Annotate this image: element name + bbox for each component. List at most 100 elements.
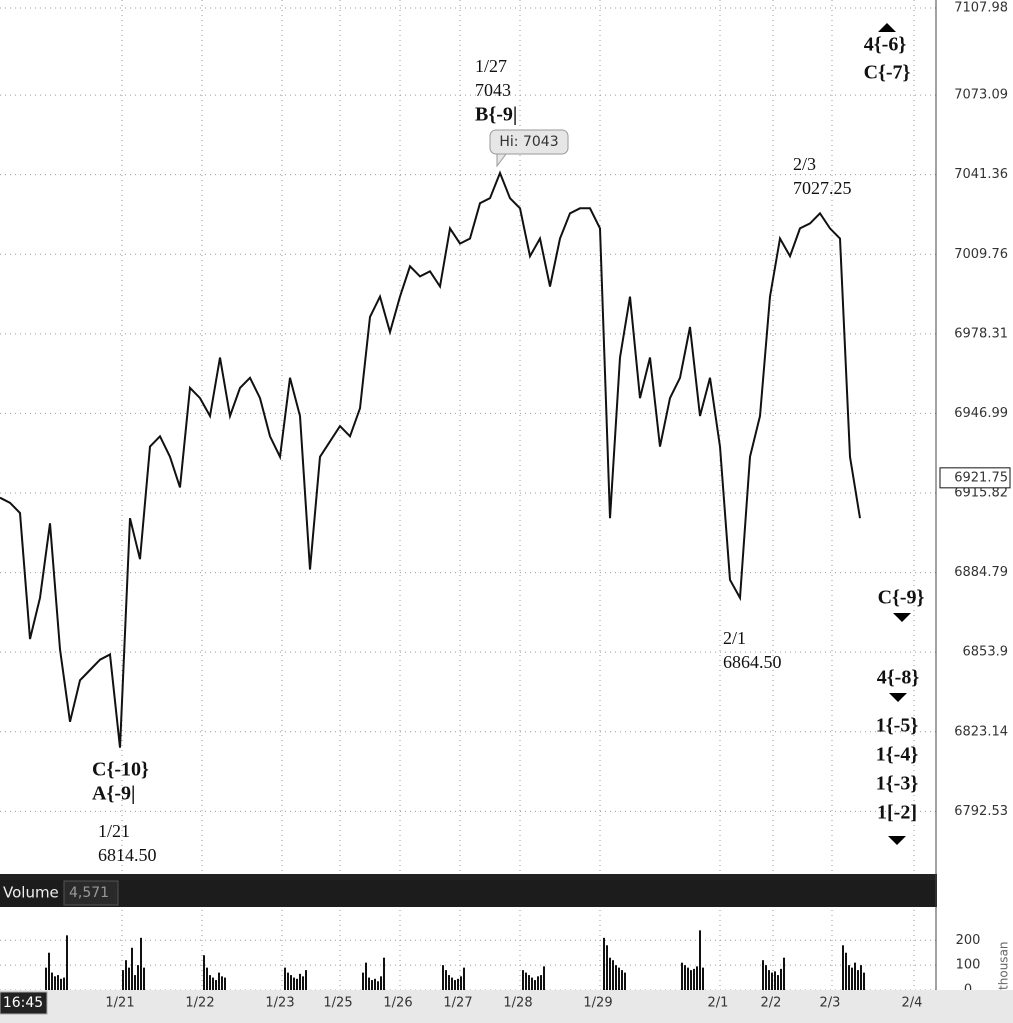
volume-bar [848, 965, 850, 990]
volume-bar [215, 980, 217, 990]
volume-bar [365, 962, 367, 990]
volume-bar [374, 978, 376, 990]
x-tick-label: 2/3 [820, 996, 841, 1011]
volume-bar [48, 952, 50, 990]
x-tick-label: 2/1 [708, 996, 729, 1011]
volume-header [0, 880, 937, 907]
volume-bar [305, 970, 307, 990]
volume-bar [609, 957, 611, 990]
volume-bar [448, 975, 450, 990]
y-tick-label: 7073.09 [954, 88, 1008, 103]
volume-tick-label: 100 [956, 958, 981, 973]
price-annotation: C{-10} [92, 759, 149, 781]
wave-label: 1{-4} [876, 744, 919, 766]
volume-bar [203, 955, 205, 990]
volume-bar [362, 972, 364, 990]
x-tick-label: 1/23 [265, 996, 294, 1011]
volume-bar [854, 962, 856, 990]
wave-label: 4{-6} [864, 34, 907, 56]
volume-bar [860, 965, 862, 990]
volume-bar [284, 967, 286, 990]
x-tick-label: 1/29 [583, 996, 612, 1011]
volume-bar [383, 957, 385, 990]
volume-bar [380, 976, 382, 990]
volume-bar [460, 976, 462, 990]
volume-bar [122, 970, 124, 990]
volume-bar [615, 965, 617, 990]
volume-bar [51, 972, 53, 990]
volume-bar [63, 977, 65, 990]
y-tick-label: 7107.98 [954, 1, 1008, 16]
volume-bar [368, 977, 370, 990]
volume-bar [57, 975, 59, 990]
volume-bar [218, 972, 220, 990]
volume-bar [771, 972, 773, 990]
volume-bar [534, 980, 536, 990]
arrow-down [888, 836, 906, 845]
volume-bar [765, 965, 767, 990]
time-box [0, 991, 48, 1015]
y-tick-label: 6946.99 [954, 406, 1008, 421]
volume-last: 4,571 [69, 885, 109, 901]
volume-bar [603, 937, 605, 990]
volume-bar [845, 952, 847, 990]
volume-bar [842, 945, 844, 990]
volume-bar [774, 971, 776, 990]
wave-label: C{-9} [878, 587, 925, 609]
volume-bar [528, 975, 530, 990]
price-annotation: 6814.50 [98, 845, 157, 865]
volume-bar [699, 930, 701, 990]
price-annotation: 7043 [475, 80, 511, 100]
volume-bar [783, 957, 785, 990]
volume-bar [693, 968, 695, 990]
arrow-down [893, 613, 911, 622]
volume-bar [296, 978, 298, 990]
volume-bar [525, 972, 527, 990]
hi-label: Hi: 7043 [499, 134, 558, 150]
volume-bar [457, 978, 459, 990]
y-tick-label: 7009.76 [954, 247, 1008, 262]
volume-bar [522, 970, 524, 990]
volume-bar [696, 966, 698, 990]
price-annotation: 2/1 [723, 628, 746, 648]
volume-bar [690, 970, 692, 990]
volume-bar [851, 967, 853, 990]
wave-label: 1[-2] [877, 802, 917, 824]
price-annotation: 2/3 [793, 154, 816, 174]
volume-bar [618, 967, 620, 990]
volume-bar [66, 935, 68, 990]
price-annotation: 1/27 [475, 56, 507, 76]
volume-bar [687, 967, 689, 990]
volume-bar [684, 965, 686, 990]
price-annotation: B{-9| [475, 104, 517, 126]
time-axis [0, 990, 1013, 1023]
wave-label: 4{-8} [877, 667, 920, 689]
y-tick-label: 6792.53 [954, 804, 1008, 819]
volume-bar [606, 945, 608, 990]
volume-bar [537, 976, 539, 990]
volume-bar [302, 976, 304, 990]
volume-bar [780, 968, 782, 990]
y-tick-label: 6823.14 [954, 724, 1008, 739]
volume-bar [863, 972, 865, 990]
volume-title: Volume [3, 884, 59, 902]
volume-bar [463, 967, 465, 990]
x-tick-label: 2/2 [761, 996, 782, 1011]
volume-value-box [63, 880, 119, 906]
hi-pointer [496, 153, 507, 168]
hi-callout [489, 129, 569, 155]
arrow-down [889, 693, 907, 702]
y-tick-label: 6884.79 [954, 565, 1008, 580]
volume-bar [45, 967, 47, 990]
volume-bar [377, 981, 379, 990]
volume-bar [299, 973, 301, 990]
x-tick-label: 1/28 [503, 996, 532, 1011]
price-annotation: 6864.50 [723, 652, 782, 672]
y-tick-label: 7041.36 [954, 167, 1008, 182]
volume-bar [543, 966, 545, 990]
x-tick-label: 1/25 [323, 996, 352, 1011]
volume-bar [137, 965, 139, 990]
volume-bar [442, 965, 444, 990]
